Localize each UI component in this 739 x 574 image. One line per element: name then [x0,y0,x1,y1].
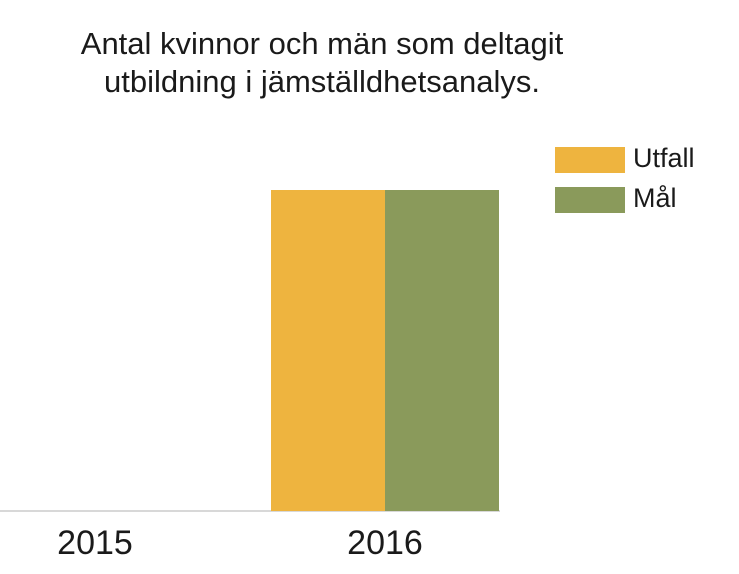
x-tick-label: 2016 [347,524,423,562]
legend-swatch [555,187,625,213]
legend-label: Mål [633,183,677,213]
legend-swatch [555,147,625,173]
x-tick-label: 2015 [57,524,133,562]
chart-subtitle: utbildning i jämställdhetsanalys. [104,64,540,99]
bar [271,190,385,511]
bar [385,190,499,511]
chart-title: Antal kvinnor och män som deltagit [81,26,564,61]
legend-label: Utfall [633,143,695,173]
